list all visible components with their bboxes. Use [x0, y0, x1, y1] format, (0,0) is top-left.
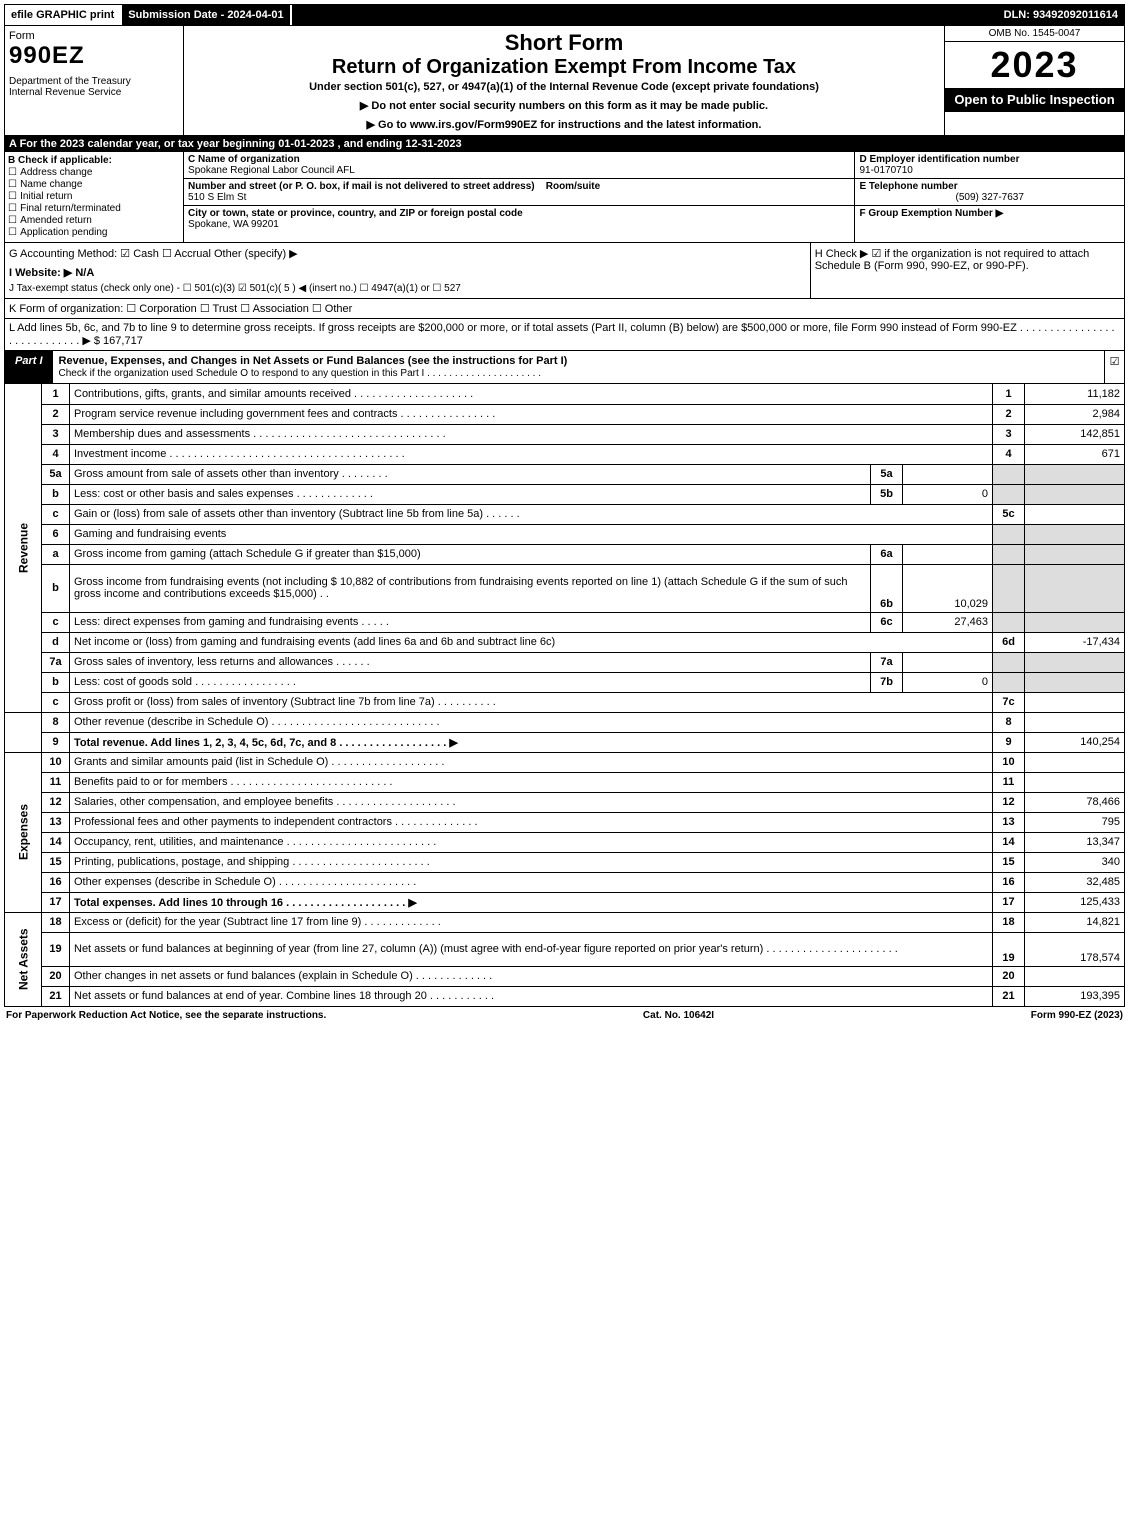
line-16: 16 Other expenses (describe in Schedule … [5, 872, 1125, 892]
c-city-label: City or town, state or province, country… [188, 208, 523, 219]
line-13: 13 Professional fees and other payments … [5, 812, 1125, 832]
omb-number: OMB No. 1545-0047 [945, 26, 1124, 42]
footer-left: For Paperwork Reduction Act Notice, see … [6, 1010, 326, 1021]
line-7c: c Gross profit or (loss) from sales of i… [5, 692, 1125, 712]
c-addr-label: Number and street (or P. O. box, if mail… [188, 181, 535, 192]
chk-address-change[interactable]: ☐ Address change [8, 167, 180, 178]
line-12: 12 Salaries, other compensation, and emp… [5, 792, 1125, 812]
line-4: 4 Investment income . . . . . . . . . . … [5, 444, 1125, 464]
part1-tag: Part I [5, 351, 53, 383]
col-g: G Accounting Method: ☑ Cash ☐ Accrual Ot… [5, 243, 811, 298]
side-expenses: Expenses [5, 752, 42, 912]
line-17: 17 Total expenses. Add lines 10 through … [5, 892, 1125, 912]
form-label: Form [9, 30, 179, 42]
footer-right: Form 990-EZ (2023) [1031, 1010, 1123, 1021]
form-header: Form 990EZ Department of the Treasury In… [4, 26, 1125, 136]
part1-title: Revenue, Expenses, and Changes in Net As… [53, 351, 1104, 383]
ssn-note: ▶ Do not enter social security numbers o… [190, 99, 938, 112]
chk-final-return[interactable]: ☐ Final return/terminated [8, 203, 180, 214]
tax-year: 2023 [945, 42, 1124, 88]
line-10: Expenses 10 Grants and similar amounts p… [5, 752, 1125, 772]
line-2: 2 Program service revenue including gove… [5, 404, 1125, 424]
line-8: 8 Other revenue (describe in Schedule O)… [5, 712, 1125, 732]
page-footer: For Paperwork Reduction Act Notice, see … [4, 1007, 1125, 1021]
part1-header: Part I Revenue, Expenses, and Changes in… [4, 351, 1125, 384]
chk-initial-return[interactable]: ☐ Initial return [8, 191, 180, 202]
dept-label: Department of the Treasury Internal Reve… [9, 76, 179, 98]
line-6d: d Net income or (loss) from gaming and f… [5, 632, 1125, 652]
ln1-desc: Contributions, gifts, grants, and simila… [70, 384, 993, 404]
form-title-block: Short Form Return of Organization Exempt… [184, 26, 945, 135]
part1-check[interactable]: ☑ [1104, 351, 1124, 383]
room-suite-label: Room/suite [546, 181, 600, 192]
i-website: I Website: ▶ N/A [9, 267, 94, 279]
ln1-no: 1 [42, 384, 70, 404]
c-street-row: Number and street (or P. O. box, if mail… [184, 179, 854, 206]
line-20: 20 Other changes in net assets or fund b… [5, 966, 1125, 986]
open-public-inspection: Open to Public Inspection [945, 88, 1124, 112]
line-18: Net Assets 18 Excess or (deficit) for th… [5, 912, 1125, 932]
dln: DLN: 93492092011614 [998, 5, 1124, 25]
line-15: 15 Printing, publications, postage, and … [5, 852, 1125, 872]
line-11: 11 Benefits paid to or for members . . .… [5, 772, 1125, 792]
form-id-block: Form 990EZ Department of the Treasury In… [5, 26, 184, 135]
col-b-check-applicable: B Check if applicable: ☐ Address change … [5, 152, 184, 242]
block-bcdef: B Check if applicable: ☐ Address change … [4, 152, 1125, 243]
line-6a: a Gross income from gaming (attach Sched… [5, 544, 1125, 564]
goto-note: ▶ Go to www.irs.gov/Form990EZ for instru… [190, 118, 938, 131]
ln1-ref: 1 [993, 384, 1025, 404]
part1-table: Revenue 1 Contributions, gifts, grants, … [4, 384, 1125, 1007]
chk-amended-return[interactable]: ☐ Amended return [8, 215, 180, 226]
line-14: 14 Occupancy, rent, utilities, and maint… [5, 832, 1125, 852]
form-number: 990EZ [9, 42, 179, 70]
line-6: 6 Gaming and fundraising events [5, 524, 1125, 544]
line-5a: 5a Gross amount from sale of assets othe… [5, 464, 1125, 484]
form-title: Return of Organization Exempt From Incom… [190, 56, 938, 79]
line-3: 3 Membership dues and assessments . . . … [5, 424, 1125, 444]
d-ein: D Employer identification number91-01707… [855, 152, 1124, 179]
b-title: B Check if applicable: [8, 155, 180, 166]
efile-print[interactable]: efile GRAPHIC print [5, 5, 122, 25]
form-subtitle: Under section 501(c), 527, or 4947(a)(1)… [190, 81, 938, 93]
g-accounting-method: G Accounting Method: ☑ Cash ☐ Accrual Ot… [9, 247, 806, 260]
l-amount: 167,717 [103, 335, 143, 347]
line-7b: b Less: cost of goods sold . . . . . . .… [5, 672, 1125, 692]
line-9: 9 Total revenue. Add lines 1, 2, 3, 4, 5… [5, 732, 1125, 752]
col-def: D Employer identification number91-01707… [855, 152, 1124, 242]
line-5c: c Gain or (loss) from sale of assets oth… [5, 504, 1125, 524]
line-19: 19 Net assets or fund balances at beginn… [5, 932, 1125, 966]
omb-year-block: OMB No. 1545-0047 2023 Open to Public In… [945, 26, 1124, 135]
line-21: 21 Net assets or fund balances at end of… [5, 986, 1125, 1006]
org-city: Spokane, WA 99201 [188, 219, 279, 230]
side-net-assets: Net Assets [5, 912, 42, 1006]
line-1: Revenue 1 Contributions, gifts, grants, … [5, 384, 1125, 404]
chk-name-change[interactable]: ☐ Name change [8, 179, 180, 190]
f-group-exemption: F Group Exemption Number ▶ [855, 206, 1124, 221]
line-5b: b Less: cost or other basis and sales ex… [5, 484, 1125, 504]
line-6c: c Less: direct expenses from gaming and … [5, 612, 1125, 632]
ln1-val: 11,182 [1025, 384, 1125, 404]
j-tax-exempt: J Tax-exempt status (check only one) - ☐… [9, 283, 806, 294]
k-form-of-org: K Form of organization: ☐ Corporation ☐ … [4, 299, 1125, 319]
line-7a: 7a Gross sales of inventory, less return… [5, 652, 1125, 672]
h-schedule-b: H Check ▶ ☑ if the organization is not r… [811, 243, 1124, 298]
l-gross-receipts: L Add lines 5b, 6c, and 7b to line 9 to … [4, 319, 1125, 351]
c-name-label: C Name of organization [188, 154, 300, 165]
submission-date: Submission Date - 2024-04-01 [122, 5, 291, 25]
c-city-row: City or town, state or province, country… [184, 206, 854, 232]
e-phone: E Telephone number (509) 327-7637 [855, 179, 1124, 206]
short-form-title: Short Form [190, 30, 938, 56]
c-name-row: C Name of organization Spokane Regional … [184, 152, 854, 179]
block-gh: G Accounting Method: ☑ Cash ☐ Accrual Ot… [4, 243, 1125, 299]
org-name: Spokane Regional Labor Council AFL [188, 165, 355, 176]
line-6b: b Gross income from fundraising events (… [5, 564, 1125, 612]
l-text: L Add lines 5b, 6c, and 7b to line 9 to … [9, 322, 1115, 347]
side-revenue: Revenue [5, 384, 42, 712]
row-a-calendar-year: A For the 2023 calendar year, or tax yea… [4, 136, 1125, 152]
org-street: 510 S Elm St [188, 192, 246, 203]
col-c-name-address: C Name of organization Spokane Regional … [184, 152, 855, 242]
top-bar: efile GRAPHIC print Submission Date - 20… [4, 4, 1125, 26]
footer-mid: Cat. No. 10642I [643, 1010, 714, 1021]
chk-application-pending[interactable]: ☐ Application pending [8, 227, 180, 238]
